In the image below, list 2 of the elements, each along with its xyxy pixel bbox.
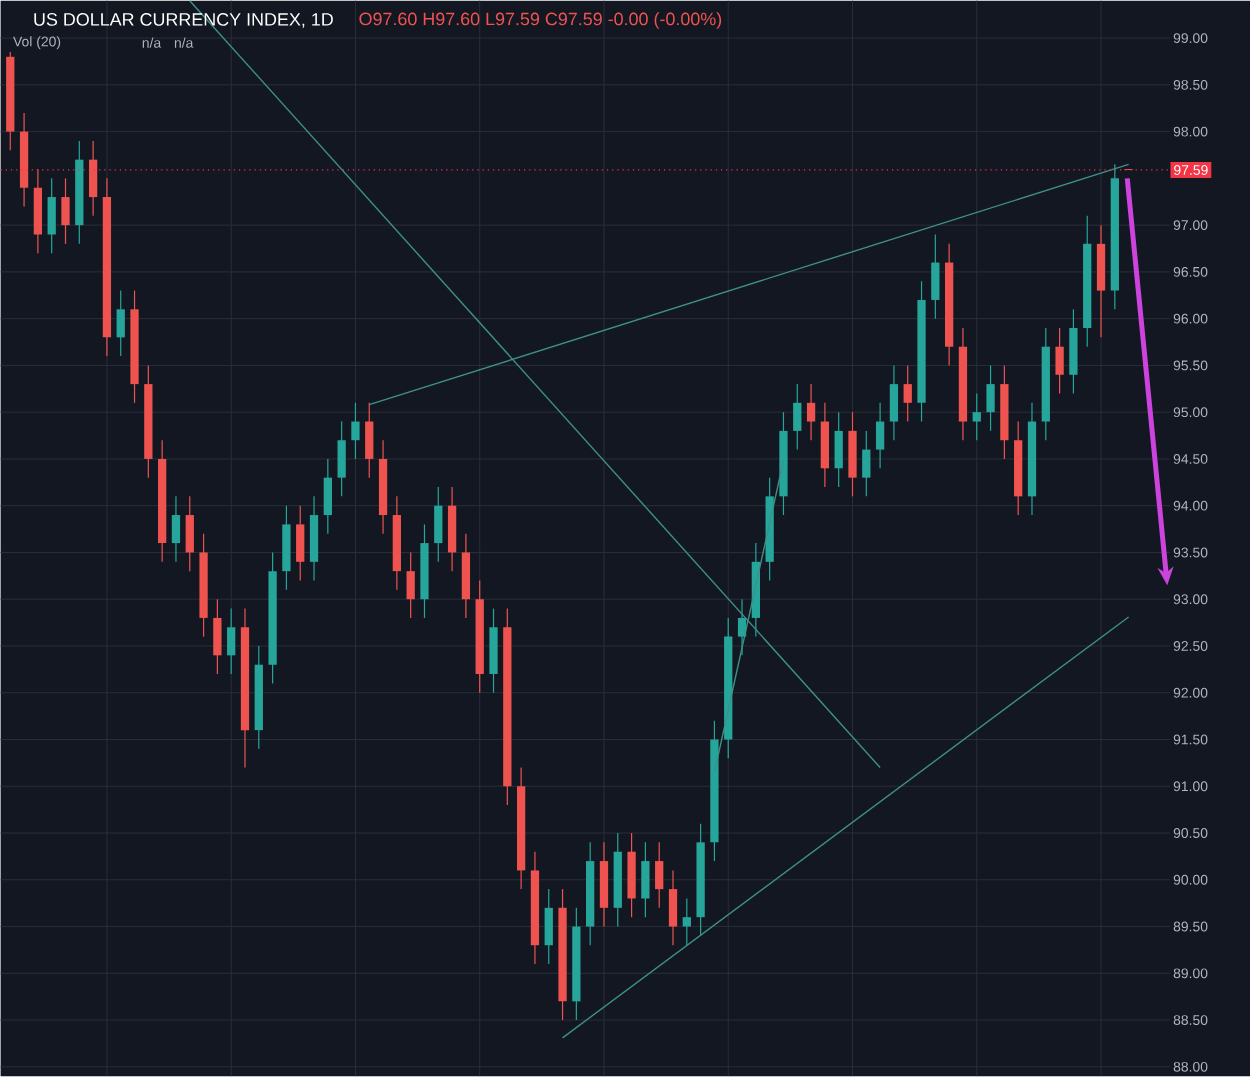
text: US DOLLAR CURRENCY INDEX, 1D xyxy=(34,13,333,28)
text: O97.60 H97.60 L97.59 C97.59 -0.00 (-0.00%) xyxy=(359,12,722,29)
